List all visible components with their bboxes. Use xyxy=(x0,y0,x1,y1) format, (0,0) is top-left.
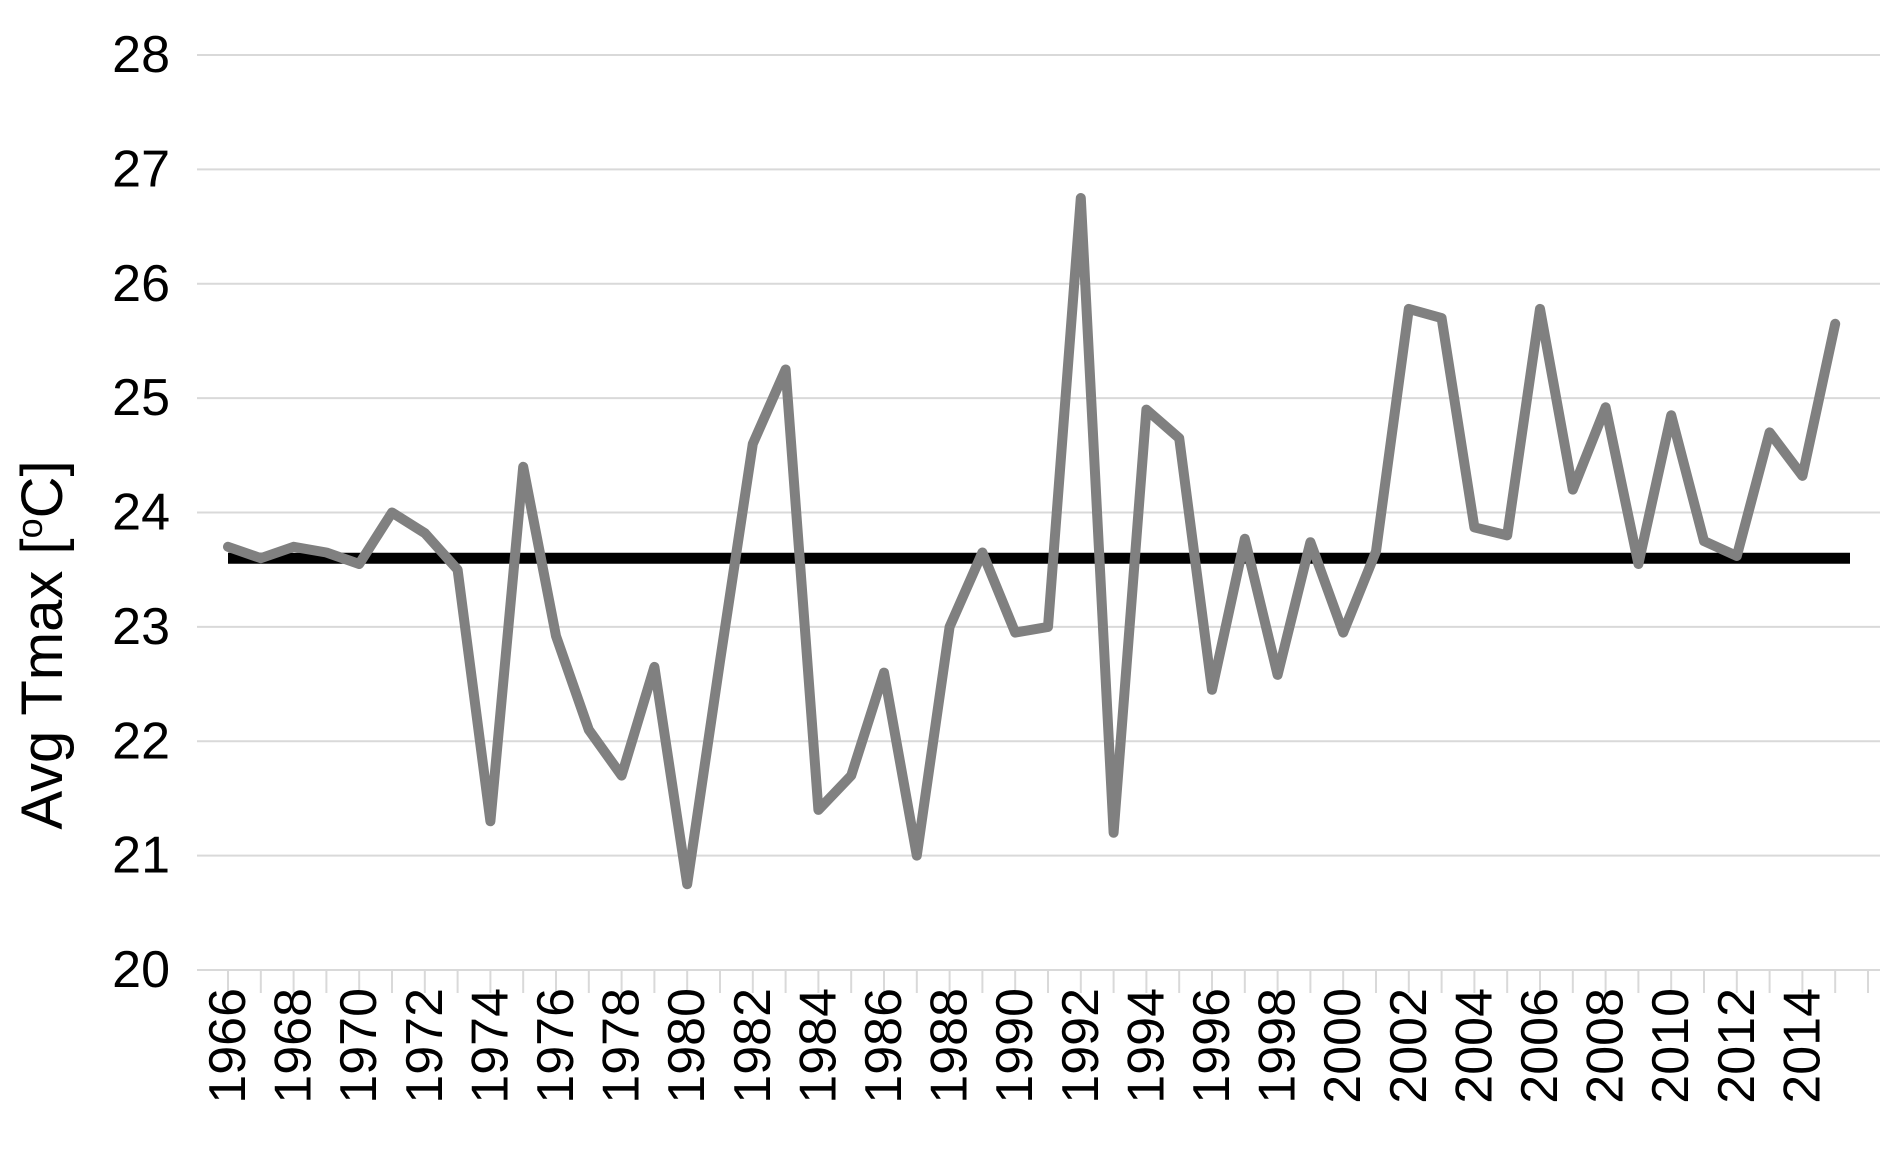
x-tick-label-1988: 1988 xyxy=(921,988,979,1104)
y-tick-label-27: 27 xyxy=(112,140,170,198)
x-tick-label-2004: 2004 xyxy=(1445,988,1503,1104)
x-tick-label-1992: 1992 xyxy=(1052,988,1110,1104)
x-tick-label-1982: 1982 xyxy=(724,988,782,1104)
x-tick-label-2014: 2014 xyxy=(1773,988,1831,1104)
x-tick-label-2006: 2006 xyxy=(1511,988,1569,1104)
x-tick-label-1984: 1984 xyxy=(789,988,847,1104)
x-tick-label-1980: 1980 xyxy=(658,988,716,1104)
y-tick-labels: 20 21 22 23 24 25 26 27 28 xyxy=(112,26,170,999)
x-tick-label-1998: 1998 xyxy=(1249,988,1307,1104)
x-tick-label-1970: 1970 xyxy=(330,988,388,1104)
y-tick-label-20: 20 xyxy=(112,941,170,999)
y-tick-label-21: 21 xyxy=(112,827,170,885)
x-tick-label-1974: 1974 xyxy=(461,988,519,1104)
y-tick-label-28: 28 xyxy=(112,26,170,84)
x-tick-label-1978: 1978 xyxy=(593,988,651,1104)
x-tick-label-2008: 2008 xyxy=(1577,988,1635,1104)
y-axis-title-suffix: C] xyxy=(10,460,75,518)
chart-series xyxy=(223,193,1850,890)
x-tick-label-1990: 1990 xyxy=(986,988,1044,1104)
y-tick-label-22: 22 xyxy=(112,712,170,770)
x-tick-label-1994: 1994 xyxy=(1117,988,1175,1104)
x-tick-label-1976: 1976 xyxy=(527,988,585,1104)
y-tick-label-25: 25 xyxy=(112,369,170,427)
y-tick-label-24: 24 xyxy=(112,484,170,542)
y-axis-title-prefix: Avg Tmax [ xyxy=(10,538,75,829)
y-tick-label-26: 26 xyxy=(112,255,170,313)
x-tick-label-1996: 1996 xyxy=(1183,988,1241,1104)
y-axis-title-superscript: o xyxy=(9,518,50,538)
x-tick-label-2010: 2010 xyxy=(1642,988,1700,1104)
x-tick-label-1968: 1968 xyxy=(265,988,323,1104)
x-tick-labels: 1966 1968 1970 1972 1974 1976 1978 1980 1982 1984… xyxy=(199,988,1831,1104)
y-tick-label-23: 23 xyxy=(112,598,170,656)
series-line-avg-tmax xyxy=(223,193,1841,890)
x-tick-label-2012: 2012 xyxy=(1708,988,1766,1104)
x-tick-label-1986: 1986 xyxy=(855,988,913,1104)
x-tick-label-2000: 2000 xyxy=(1314,988,1372,1104)
x-tick-label-1966: 1966 xyxy=(199,988,257,1104)
x-tick-label-1972: 1972 xyxy=(396,988,454,1104)
x-tick-label-2002: 2002 xyxy=(1380,988,1438,1104)
x-axis-ticks xyxy=(227,970,1869,993)
y-axis-title: Avg Tmax [oC] xyxy=(9,460,75,829)
